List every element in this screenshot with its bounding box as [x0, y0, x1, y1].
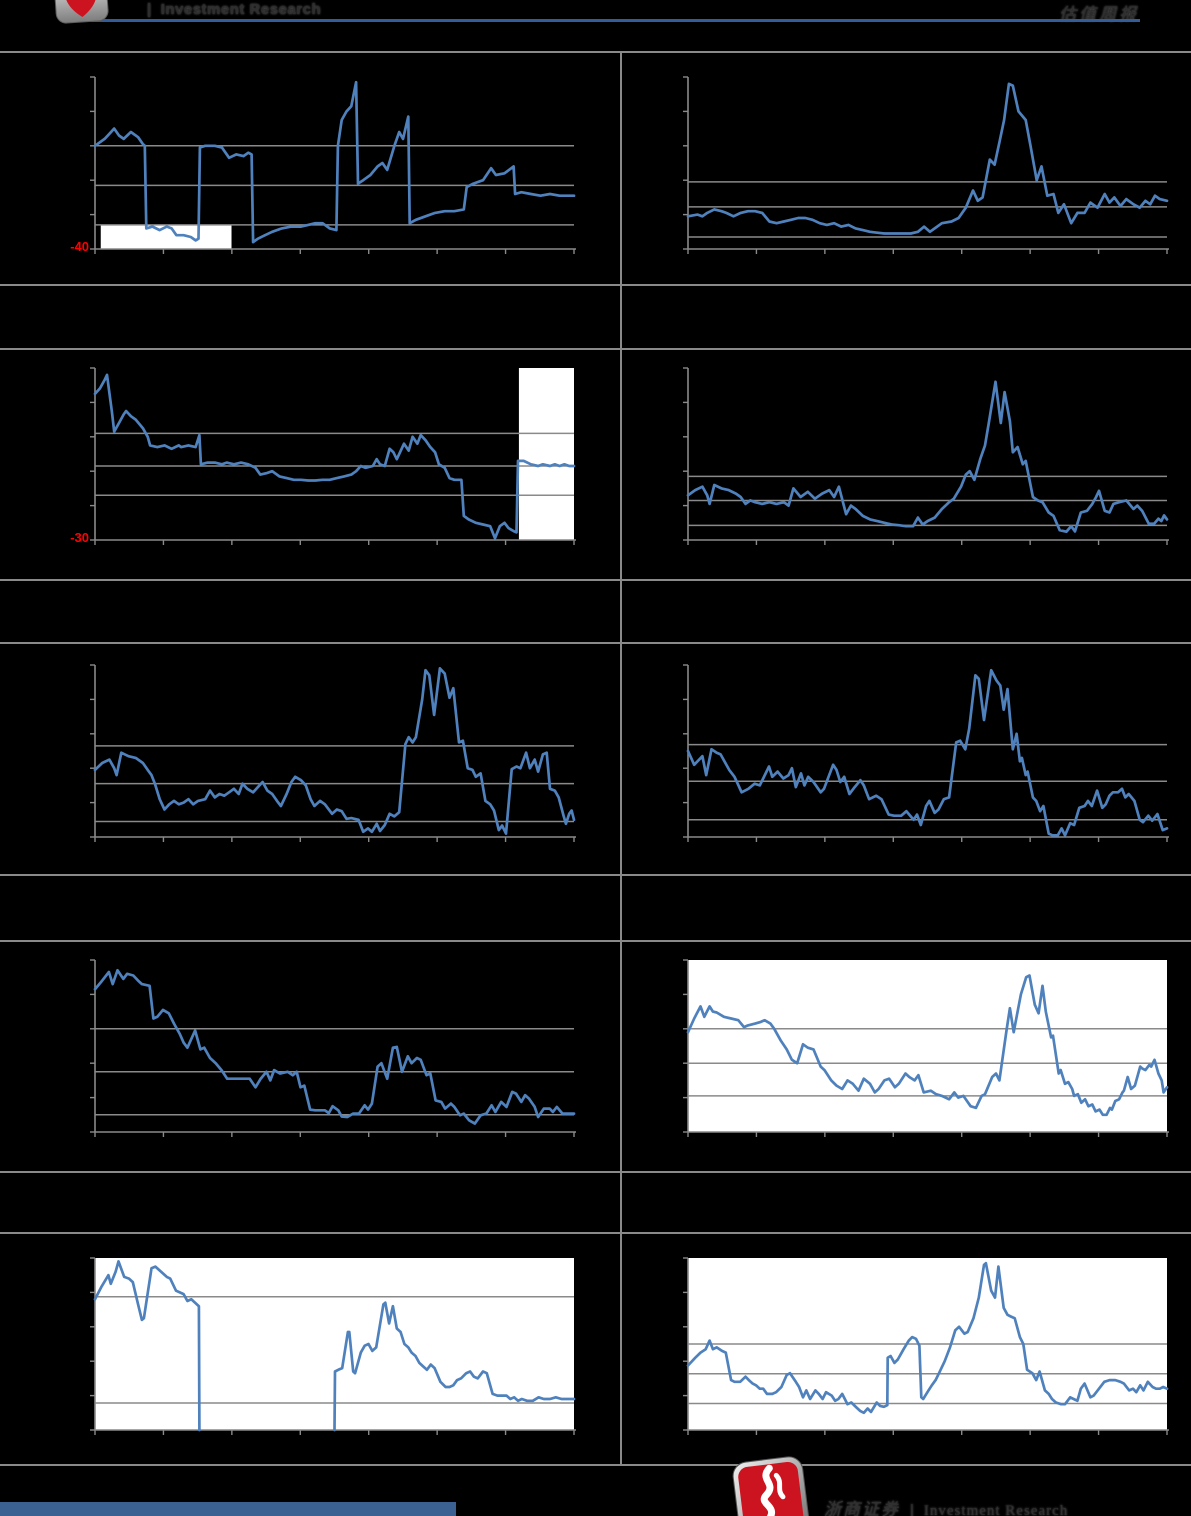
series-line [93, 667, 576, 835]
plot-white-zone [518, 368, 574, 540]
brand-logo-footer-icon [732, 1456, 813, 1516]
header-title: | Investment Research [147, 1, 321, 18]
header-blue-rule [63, 19, 1140, 22]
series-line [93, 1260, 201, 1432]
footer-text: 浙商证券 | Investment Research [824, 1495, 1068, 1516]
grid-rule-6 [0, 940, 1191, 942]
chart-r2-left [90, 367, 576, 545]
footer-company: 浙商证券 [824, 1500, 900, 1516]
header-divider: | [147, 1, 152, 18]
chart-r4-left [90, 959, 576, 1137]
header-rule [0, 51, 1191, 53]
series-line [686, 1261, 1169, 1415]
grid-rule-3 [0, 579, 1191, 581]
plot-white-zone [100, 224, 232, 249]
chart-r3-right [683, 664, 1169, 842]
y-axis-label-negative: -40 [70, 239, 89, 254]
series-line [686, 82, 1169, 235]
series-line [93, 80, 576, 244]
series-line [93, 373, 576, 540]
series-line [686, 974, 1169, 1117]
chart-r5-right [683, 1257, 1169, 1435]
footer-title-text: Investment Research [923, 1503, 1069, 1516]
grid-rule-2 [0, 348, 1191, 350]
series-line [686, 668, 1169, 837]
grid-rule-7 [0, 1171, 1191, 1173]
header-title-text: Investment Research [160, 1, 322, 18]
footer-accent-bar [0, 1502, 456, 1516]
chart-r3-left [90, 664, 576, 842]
brand-logo-icon [52, 0, 110, 29]
footer-divider: | [910, 1502, 914, 1516]
footer-rule [0, 1464, 1191, 1466]
series-line [686, 380, 1169, 534]
chart-r1-left [90, 76, 576, 254]
grid-rule-8 [0, 1232, 1191, 1234]
series-line [93, 968, 576, 1125]
y-axis-label-negative: -30 [70, 530, 89, 545]
grid-rule-1 [0, 284, 1191, 286]
column-divider [620, 51, 622, 1464]
plot-area [688, 960, 1167, 1132]
grid-rule-4 [0, 642, 1191, 644]
chart-r1-right [683, 76, 1169, 254]
grid-rule-5 [0, 874, 1191, 876]
series-line [333, 1301, 576, 1432]
chart-r4-right [683, 959, 1169, 1137]
chart-r2-right [683, 367, 1169, 545]
chart-r5-left [90, 1257, 576, 1435]
